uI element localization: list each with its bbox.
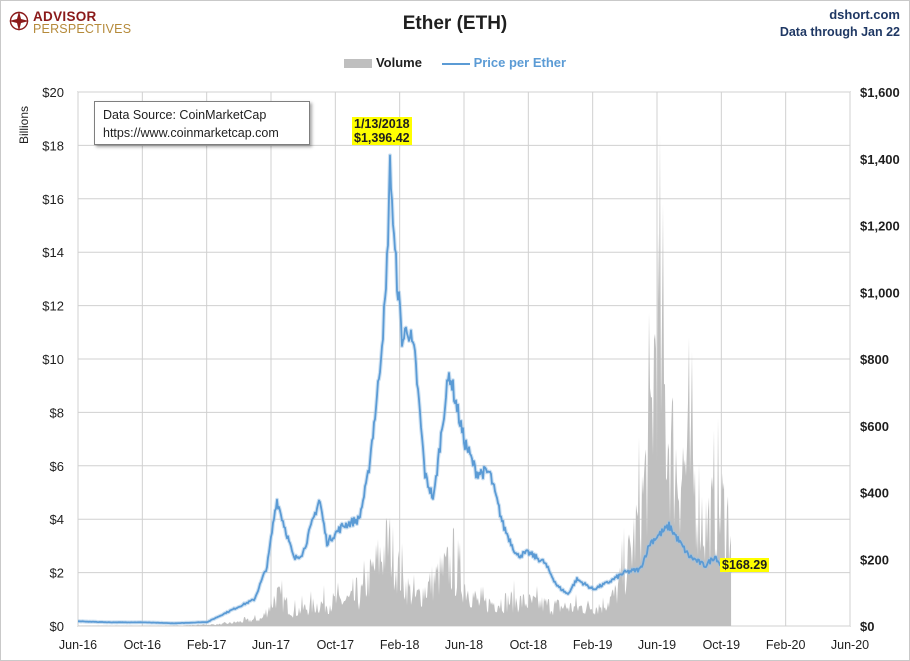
price-series (77, 153, 733, 626)
chart-title: Ether (ETH) (402, 13, 508, 34)
logo-line-2: PERSPECTIVES (33, 22, 132, 36)
y-left-tick-label: $4 (50, 512, 64, 527)
y-right-tick-label: $1,600 (860, 85, 900, 100)
chart-legend: Volume Price per Ether (0, 54, 910, 70)
legend-volume-label: Volume (375, 55, 422, 71)
volume-swatch (343, 59, 372, 69)
y-left-tick-label: $8 (50, 405, 64, 420)
price-swatch (441, 62, 470, 65)
legend-item-price: Price per Ether (441, 55, 567, 71)
x-tick-label: Jun-20 (831, 638, 869, 652)
y-left-tick-label: $18 (42, 138, 64, 153)
x-tick-label: Feb-17 (187, 638, 227, 652)
x-tick-label: Jun-16 (59, 638, 97, 652)
y-left-tick-label: $16 (42, 192, 64, 207)
advisor-perspectives-logo: ADVISOR PERSPECTIVES (9, 8, 139, 38)
last-value-label: $168.29 (720, 558, 770, 572)
logo-line-1: ADVISOR (33, 9, 97, 24)
y-right-tick-label: $600 (860, 419, 889, 434)
volume-series (78, 134, 732, 626)
y-right-tick-label: $1,200 (860, 219, 900, 234)
data-through-note: Data through Jan 22 (779, 25, 900, 39)
y-left-tick-label: $2 (50, 566, 64, 581)
axes: $0 $2 $4 $6 $8 $10 $12 $14 $16 $18 $20 $0 $200 $400 $6… (42, 85, 899, 652)
y-left-tick-label: $14 (42, 245, 64, 260)
x-tick-label: Oct-17 (317, 638, 355, 652)
x-tick-label: Feb-19 (573, 638, 613, 652)
y-right-tick-label: $0 (860, 619, 874, 634)
data-source-box: Data Source: CoinMarketCap https://www.c… (94, 101, 310, 145)
x-tick-label: Jun-19 (638, 638, 676, 652)
x-tick-label: Feb-20 (766, 638, 806, 652)
y-right-tick-label: $200 (860, 552, 889, 567)
y-left-tick-label: $12 (42, 299, 64, 314)
last-value-callout: $168.29 (720, 558, 770, 572)
x-tick-label: Oct-16 (124, 638, 162, 652)
x-tick-label: Oct-19 (703, 638, 741, 652)
source-line-1: Data Source: CoinMarketCap (103, 108, 267, 122)
y-left-tick-label: $20 (42, 85, 64, 100)
compass-star-icon (9, 11, 29, 31)
price-line (77, 154, 732, 625)
x-tick-label: Jun-17 (252, 638, 290, 652)
x-tick-label: Oct-18 (510, 638, 548, 652)
legend-price-label: Price per Ether (473, 55, 567, 71)
y-right-tick-label: $1,400 (860, 152, 900, 167)
volume-area (78, 134, 732, 626)
peak-callout: 1/13/2018 $1,396.42 (352, 117, 412, 145)
y-right-tick-label: $1,000 (860, 285, 900, 300)
y-left-tick-label: $10 (42, 352, 64, 367)
grid-lines (77, 91, 851, 627)
peak-value-label: $1,396.42 (352, 131, 412, 145)
y-right-tick-label: $800 (860, 352, 889, 367)
x-tick-label: Jun-18 (445, 638, 483, 652)
y-left-tick-label: $6 (50, 459, 64, 474)
x-tick-label: Feb-18 (380, 638, 420, 652)
legend-item-volume: Volume (343, 55, 422, 71)
site-name: dshort.com (829, 7, 900, 22)
y-right-tick-label: $400 (860, 486, 889, 501)
y-left-tick-label: $0 (50, 619, 64, 634)
peak-date-label: 1/13/2018 (352, 117, 412, 131)
source-line-2: https://www.coinmarketcap.com (103, 126, 279, 140)
